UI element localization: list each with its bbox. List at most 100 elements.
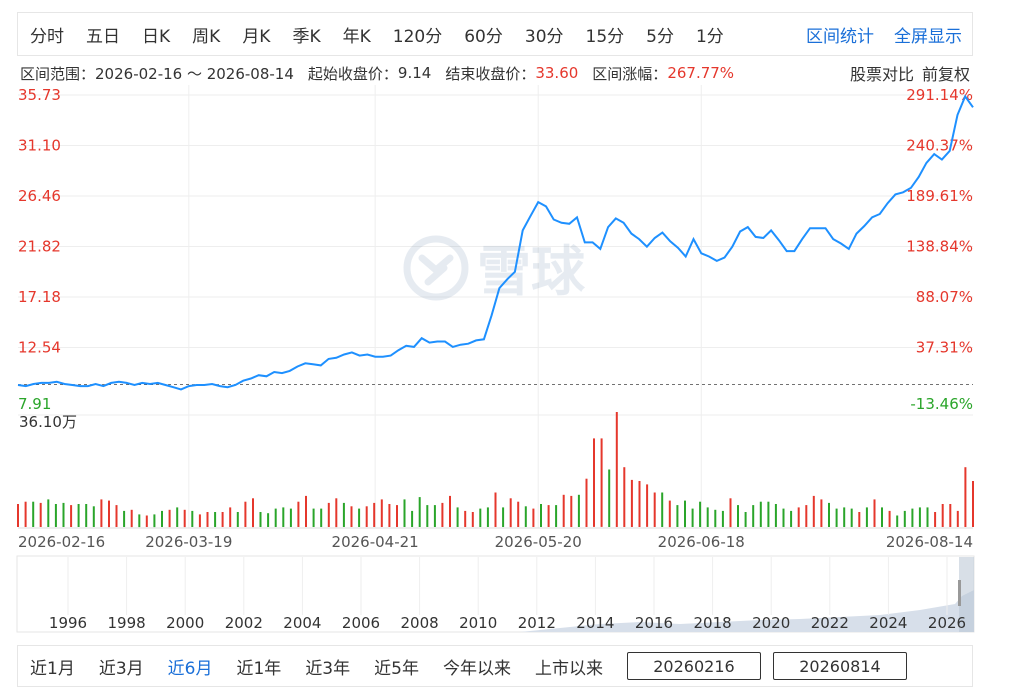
y-tick-right-4: 88.07% — [916, 288, 973, 306]
y-axis-left: 35.73 31.10 26.46 21.82 17.18 12.54 7.91 — [18, 86, 61, 413]
volume-bar — [918, 507, 921, 527]
overview-handle-left[interactable] — [958, 580, 961, 606]
volume-bar — [327, 502, 330, 527]
range-button-5[interactable]: 近5年 — [374, 658, 419, 679]
volume-bar — [570, 495, 573, 527]
overview-year-label: 1996 — [49, 614, 87, 632]
y-tick-right-6: -13.46% — [910, 395, 973, 413]
volume-bar — [24, 501, 27, 527]
volume-bar — [161, 510, 163, 527]
overview-year-label: 2026 — [928, 614, 966, 632]
volume-bar — [403, 499, 406, 527]
period-tab-8[interactable]: 60分 — [464, 26, 503, 47]
range-button-4[interactable]: 近3年 — [305, 658, 351, 679]
volume-bar — [236, 512, 239, 527]
volume-bar — [70, 505, 73, 527]
volume-bar — [297, 501, 300, 527]
volume-bar — [646, 484, 649, 527]
volume-bar — [767, 501, 770, 527]
volume-bar — [691, 508, 694, 527]
x-tick-label-4: 2026-06-18 — [658, 533, 745, 551]
range-button-7[interactable]: 上市以来 — [534, 658, 603, 679]
y-tick-left-0: 35.73 — [18, 86, 61, 104]
volume-bar — [585, 478, 588, 527]
volume-bar — [39, 502, 42, 527]
price-adjust-button[interactable]: 前复权 — [921, 65, 970, 84]
volume-bar — [706, 507, 709, 527]
volume-bar — [911, 508, 914, 527]
period-tab-11[interactable]: 5分 — [646, 26, 674, 47]
date-from-input[interactable]: 20260216 — [626, 652, 761, 680]
period-tab-0[interactable]: 分时 — [30, 26, 64, 47]
range-stats-button[interactable]: 区间统计 — [806, 26, 874, 47]
volume-bar — [865, 507, 868, 527]
volume-bar — [903, 510, 906, 527]
volume-bar — [191, 510, 194, 527]
volume-bar — [206, 512, 209, 527]
period-tab-10[interactable]: 15分 — [585, 26, 625, 47]
volume-bar — [358, 508, 361, 527]
volume-bar — [252, 498, 254, 528]
volume-bar — [274, 508, 277, 527]
volume-bar — [388, 504, 391, 527]
y-tick-right-3: 138.84% — [906, 238, 973, 256]
overview-selection-window[interactable] — [959, 557, 974, 632]
volume-bar — [964, 467, 967, 527]
volume-bar — [896, 515, 899, 527]
volume-bar — [517, 501, 520, 527]
date-to-input[interactable]: 20260814 — [772, 652, 907, 680]
stock-compare-button[interactable]: 股票对比 — [849, 65, 914, 84]
volume-bar — [449, 495, 451, 527]
change-label: 区间涨幅： — [592, 64, 668, 83]
y-tick-right-2: 189.61% — [906, 187, 973, 205]
overview-area — [520, 590, 974, 632]
volume-bar — [259, 512, 262, 527]
volume-bar — [630, 479, 633, 527]
range-value: 2026-02-16 ～ 2026-08-14 — [95, 64, 294, 83]
fullscreen-button[interactable]: 全屏显示 — [894, 26, 962, 47]
period-tab-4[interactable]: 月K — [242, 26, 271, 47]
volume-bar — [812, 495, 815, 527]
range-button-6[interactable]: 今年以来 — [442, 658, 511, 679]
volume-bar — [456, 507, 459, 527]
period-tab-9[interactable]: 30分 — [524, 26, 564, 47]
toolbar-actions: 区间统计 全屏显示 — [806, 22, 972, 47]
x-tick-label-1: 2026-03-19 — [145, 533, 232, 551]
volume-bar — [888, 510, 891, 527]
volume-bar — [759, 501, 762, 527]
y-tick-right-5: 37.31% — [916, 339, 973, 357]
period-tab-3[interactable]: 周K — [192, 26, 221, 47]
y-tick-left-3: 21.82 — [18, 238, 61, 256]
end-price-value: 33.60 — [535, 64, 579, 82]
start-price-label: 起始收盘价： — [307, 64, 398, 83]
volume-bar — [92, 506, 95, 527]
period-tab-2[interactable]: 日K — [142, 26, 171, 47]
volume-bar — [267, 513, 270, 527]
volume-bar — [714, 509, 717, 528]
volume-max-label: 36.10万 — [19, 413, 77, 431]
period-tab-7[interactable]: 120分 — [392, 26, 443, 47]
y-tick-left-6: 7.91 — [18, 395, 51, 413]
range-button-0[interactable]: 近1月 — [30, 658, 75, 679]
range-button-2[interactable]: 近6月 — [167, 658, 213, 679]
x-tick-label-2: 2026-04-21 — [332, 533, 419, 551]
volume-bar — [229, 507, 232, 527]
period-tab-5[interactable]: 季K — [292, 26, 321, 47]
period-tab-6[interactable]: 年K — [342, 26, 371, 47]
volume-bar — [577, 494, 580, 527]
volume-bar — [32, 501, 35, 527]
volume-bar — [956, 510, 959, 527]
volume-bar — [282, 507, 285, 527]
volume-bar — [562, 494, 565, 527]
range-button-3[interactable]: 近1年 — [236, 658, 282, 679]
price-chart[interactable]: 雪球 35.73 31.10 26.46 21.82 17.18 12.54 7.91 29… — [0, 0, 1020, 645]
volume-bar — [221, 512, 224, 527]
x-tick-label-0: 2026-02-16 — [18, 533, 105, 551]
x-tick-label-5: 2026-08-14 — [886, 533, 973, 551]
period-tab-1[interactable]: 五日 — [86, 26, 120, 47]
range-button-1[interactable]: 近3月 — [98, 658, 144, 679]
volume-bar — [373, 502, 376, 527]
period-tab-12[interactable]: 1分 — [695, 26, 724, 47]
volume-bar — [608, 469, 611, 527]
volume-bar — [123, 510, 126, 527]
